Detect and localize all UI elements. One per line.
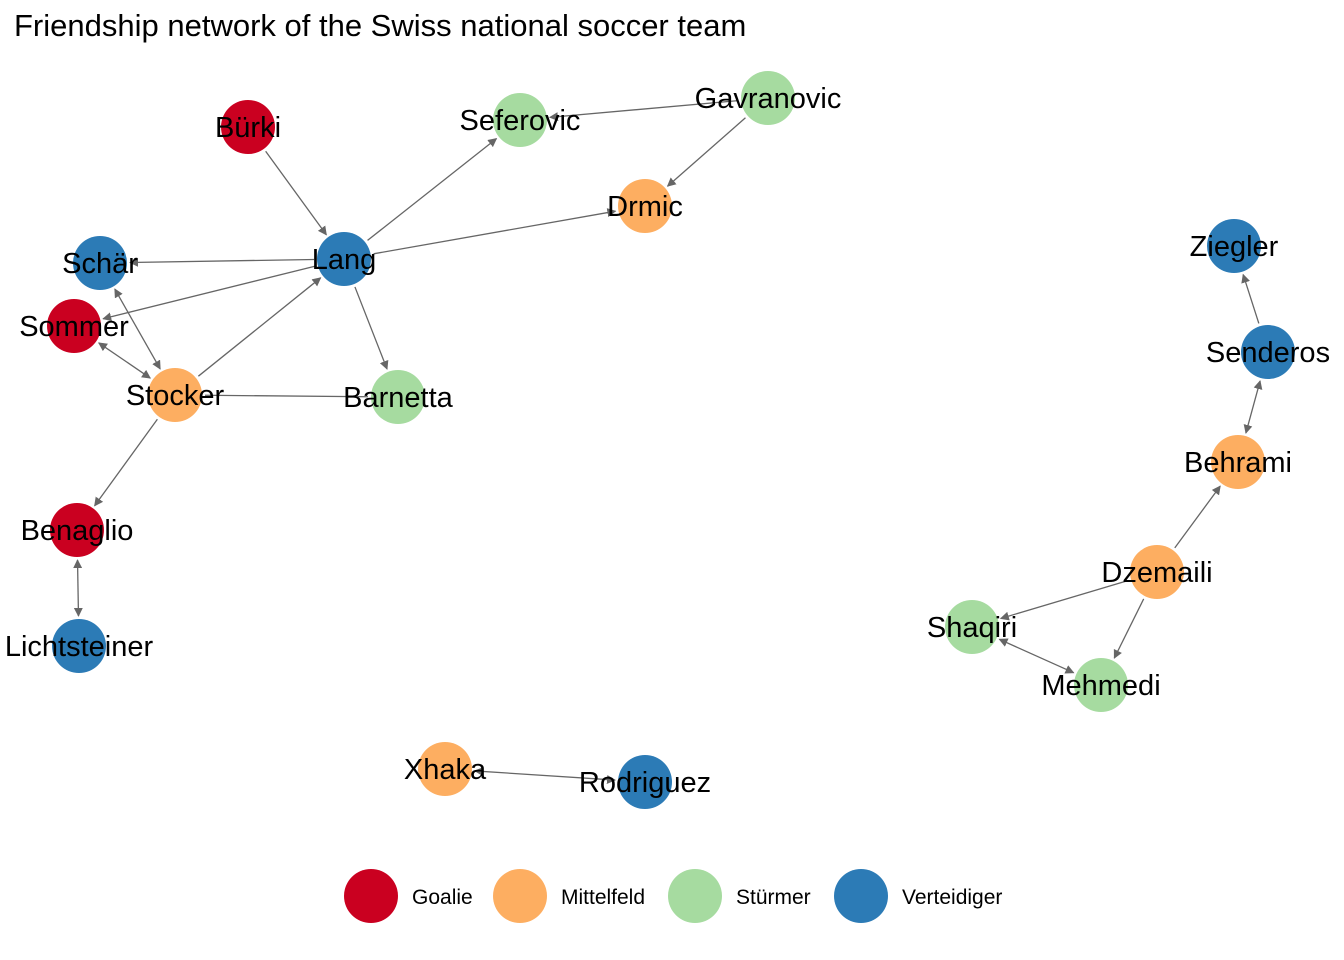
edge-benaglio-lichtsteiner [73,559,83,617]
legend: Goalie Mittelfeld Stürmer Verteidiger [344,869,1002,923]
legend-key-verteidiger [834,869,888,923]
node-label-lichtsteiner: Lichtsteiner [5,631,154,663]
node-schar [73,236,127,290]
legend-label-goalie: Goalie [412,886,473,909]
node-label-lang: Lang [312,244,377,276]
edge-gavranovic-seferovic [548,100,739,122]
labels-layer: Bürki Seferovic Gavranovic Drmic Lang Schär So… [5,83,1330,799]
edge-rodriguez-xhaka [474,766,616,785]
edge-lang-seferovic [367,138,498,241]
edge-lang-drmic [373,208,617,255]
node-mehmedi [1074,658,1128,712]
legend-key-sturmer [668,869,722,923]
node-barnetta [371,370,425,424]
node-label-shaqiri: Shaqiri [927,612,1017,644]
node-stocker [148,368,202,422]
node-senderos [1241,325,1295,379]
node-ziegler [1207,219,1261,273]
edge-dzemaili-mehmedi [1113,598,1145,659]
node-xhaka [418,742,472,796]
node-dzemaili [1130,545,1184,599]
edge-lang-barnetta [354,286,389,370]
node-behrami [1211,435,1265,489]
node-label-drmic: Drmic [607,191,683,223]
node-label-stocker: Stocker [126,380,225,412]
node-burki [221,100,275,154]
node-label-mehmedi: Mehmedi [1041,670,1160,702]
edges-layer [73,100,1263,785]
edge-behrami-senderos [1243,380,1263,434]
node-label-dzemaili: Dzemaili [1101,557,1212,589]
node-label-benaglio: Benaglio [21,515,134,547]
node-gavranovic [741,71,795,125]
legend-label-verteidiger: Verteidiger [902,886,1002,909]
edge-sommer-stocker [98,342,151,379]
edge-lang-schar [129,257,315,267]
node-lang [317,232,371,286]
edge-dzemaili-shaqiri [999,579,1129,621]
node-label-rodriguez: Rodriguez [579,767,711,799]
node-sommer [47,299,101,353]
node-label-senderos: Senderos [1206,337,1330,369]
figure-title: Friendship network of the Swiss national… [14,8,747,43]
node-shaqiri [945,600,999,654]
node-label-schar: Schär [62,248,138,280]
edge-senderos-ziegler [1241,273,1260,324]
node-lichtsteiner [52,619,106,673]
node-label-burki: Bürki [215,112,281,144]
node-benaglio [50,503,104,557]
node-drmic [618,179,672,233]
legend-key-mittelfeld [493,869,547,923]
edge-schar-stocker [114,288,161,370]
node-label-behrami: Behrami [1184,447,1292,479]
node-label-xhaka: Xhaka [404,754,487,786]
node-label-seferovic: Seferovic [460,105,581,137]
edge-shaqiri-mehmedi [998,638,1075,674]
edge-dzemaili-behrami [1174,485,1221,549]
legend-key-goalie [344,869,398,923]
edge-stocker-benaglio [94,418,158,507]
node-seferovic [493,93,547,147]
legend-label-mittelfeld: Mittelfeld [561,886,645,909]
node-label-ziegler: Ziegler [1190,231,1279,263]
nodes-layer [47,71,1295,809]
edge-stocker-barnetta [204,394,369,398]
node-label-gavranovic: Gavranovic [695,83,842,115]
edge-stocker-lang [197,277,322,377]
node-label-barnetta: Barnetta [343,382,453,414]
legend-label-sturmer: Stürmer [736,886,811,909]
node-rodriguez [618,755,672,809]
edge-gavranovic-drmic [666,117,746,187]
edge-burki-lang [265,150,327,236]
node-label-sommer: Sommer [19,311,129,343]
